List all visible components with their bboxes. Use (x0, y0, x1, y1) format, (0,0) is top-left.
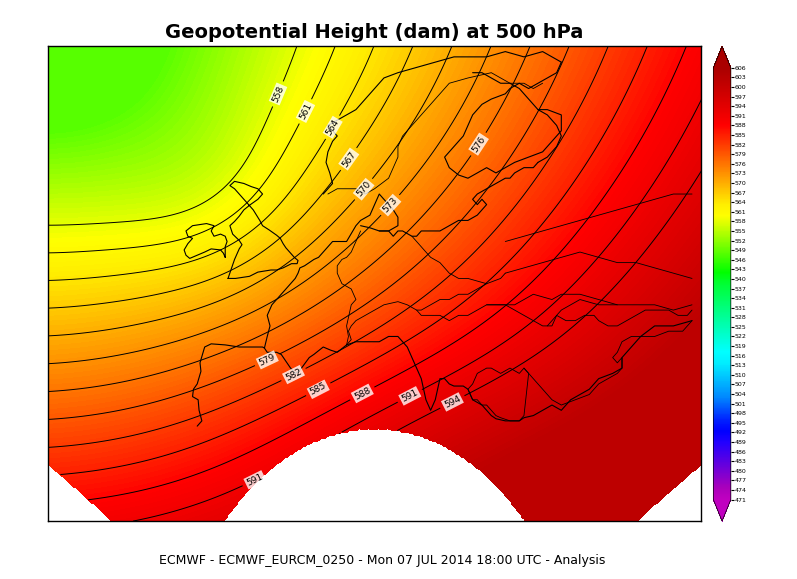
Text: 561: 561 (297, 102, 313, 121)
Text: 573: 573 (381, 196, 399, 215)
Text: 558: 558 (270, 85, 285, 104)
PathPatch shape (713, 500, 731, 521)
Text: 591: 591 (400, 388, 419, 404)
PathPatch shape (713, 46, 731, 68)
Text: 585: 585 (308, 382, 328, 397)
Text: 570: 570 (355, 179, 373, 199)
Text: ECMWF - ECMWF_EURCM_0250 - Mon 07 JUL 2014 18:00 UTC - Analysis: ECMWF - ECMWF_EURCM_0250 - Mon 07 JUL 20… (159, 555, 606, 567)
Text: 591: 591 (245, 472, 265, 488)
Title: Geopotential Height (dam) at 500 hPa: Geopotential Height (dam) at 500 hPa (166, 23, 583, 42)
Text: 594: 594 (442, 394, 462, 410)
Text: 588: 588 (352, 386, 372, 401)
Text: 567: 567 (340, 149, 358, 168)
Text: 582: 582 (284, 367, 303, 382)
Text: 576: 576 (470, 134, 487, 154)
Text: 579: 579 (257, 352, 277, 368)
Text: 564: 564 (324, 118, 341, 137)
